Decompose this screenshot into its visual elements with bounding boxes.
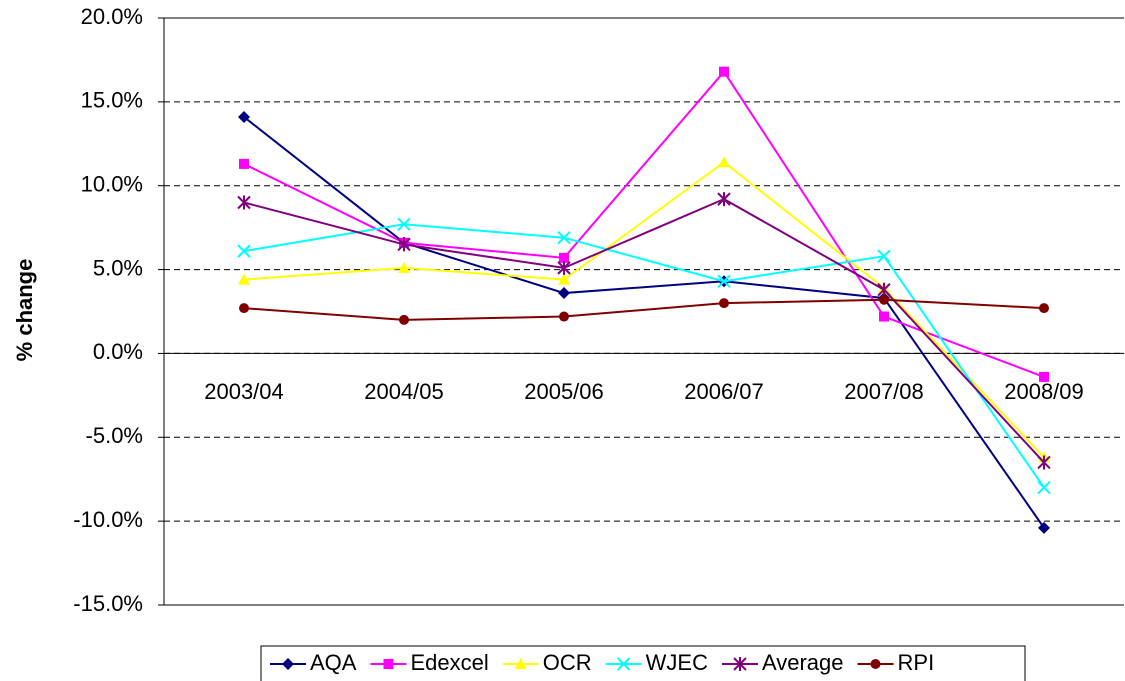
x-tick-label: 2005/06 bbox=[524, 379, 604, 404]
y-tick-label: 10.0% bbox=[81, 172, 143, 197]
data-point bbox=[877, 249, 891, 263]
y-tick-label: 5.0% bbox=[93, 255, 143, 280]
series-line bbox=[243, 298, 1045, 321]
y-tick-label: 0.0% bbox=[93, 339, 143, 364]
data-point bbox=[558, 273, 570, 285]
legend-marker bbox=[616, 657, 631, 671]
legend-marker bbox=[733, 657, 747, 671]
legend-label: Edexcel bbox=[410, 650, 488, 675]
legend-label: Average bbox=[762, 650, 844, 675]
legend: AQA Edexcel OCR WJEC Average RPI bbox=[260, 645, 1026, 681]
data-point bbox=[558, 287, 570, 300]
data-point bbox=[238, 110, 250, 123]
y-tick-label: -5.0% bbox=[86, 423, 143, 448]
x-tick-label: 2003/04 bbox=[204, 379, 284, 404]
x-tick-label: 2006/07 bbox=[684, 379, 764, 404]
data-point bbox=[1037, 480, 1051, 495]
data-point bbox=[1039, 371, 1049, 382]
series-line bbox=[243, 198, 1045, 464]
data-point bbox=[239, 303, 249, 314]
data-point bbox=[398, 261, 410, 273]
data-point bbox=[559, 252, 569, 263]
legend-marker bbox=[383, 659, 394, 669]
legend-label: WJEC bbox=[646, 650, 708, 675]
data-point bbox=[237, 244, 251, 258]
data-point bbox=[719, 298, 729, 309]
x-tick-label: 2004/05 bbox=[364, 379, 444, 404]
series-line bbox=[243, 160, 1045, 459]
data-point bbox=[719, 66, 729, 77]
data-point bbox=[557, 260, 571, 275]
data-point bbox=[1039, 303, 1049, 314]
legend-label: RPI bbox=[898, 650, 935, 675]
data-point bbox=[717, 192, 731, 207]
data-point bbox=[557, 230, 571, 245]
data-point bbox=[1037, 455, 1051, 470]
data-point bbox=[559, 311, 569, 322]
legend-marker bbox=[282, 658, 294, 670]
y-tick-label: -10.0% bbox=[73, 507, 143, 532]
data-point bbox=[879, 294, 889, 305]
data-point bbox=[239, 158, 249, 169]
y-tick-label: 20.0% bbox=[81, 4, 143, 29]
legend-label: OCR bbox=[543, 650, 592, 675]
data-point bbox=[238, 273, 250, 285]
data-point bbox=[877, 282, 891, 297]
y-axis-label: % change bbox=[12, 259, 37, 362]
series-line bbox=[243, 223, 1045, 489]
legend-marker bbox=[514, 658, 527, 669]
data-point bbox=[397, 217, 411, 231]
data-point bbox=[397, 237, 411, 252]
x-tick-label: 2008/09 bbox=[1004, 379, 1084, 404]
legend-label: AQA bbox=[310, 650, 357, 675]
data-point bbox=[1038, 521, 1050, 534]
data-point bbox=[237, 195, 251, 210]
x-tick-label: 2007/08 bbox=[844, 379, 924, 404]
data-point bbox=[399, 314, 409, 325]
y-tick-label: 15.0% bbox=[81, 88, 143, 113]
data-point bbox=[717, 274, 731, 289]
legend-marker bbox=[870, 659, 881, 669]
series-line bbox=[243, 116, 1045, 529]
data-point bbox=[879, 311, 889, 322]
y-tick-label: -15.0% bbox=[73, 591, 143, 616]
data-point bbox=[718, 156, 730, 168]
